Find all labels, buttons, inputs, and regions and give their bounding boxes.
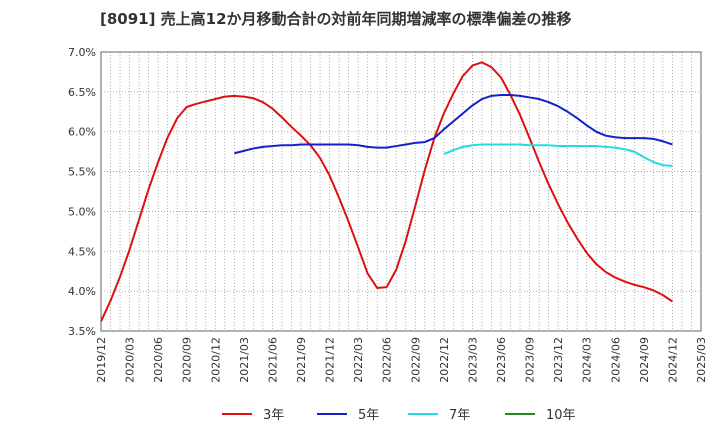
y-tick-label: 5.0%	[68, 205, 96, 218]
x-tick-label: 2021/12	[324, 337, 337, 383]
x-tick-label: 2021/03	[238, 337, 251, 383]
x-tick-label: 2021/09	[295, 337, 308, 383]
x-tick-label: 2020/12	[209, 337, 222, 383]
chart-title: [8091] 売上高12か月移動合計の対前年同期増減率の標準偏差の推移	[100, 10, 572, 28]
legend-label: 10年	[546, 408, 576, 423]
y-tick-label: 5.5%	[68, 166, 96, 179]
legend: 3年 5年 7年 10年	[222, 408, 576, 423]
x-tick-label: 2023/12	[552, 337, 565, 383]
x-tick-label: 2023/03	[466, 337, 479, 383]
x-tick-label: 2020/06	[152, 337, 165, 383]
y-tick-label: 4.5%	[68, 245, 96, 258]
x-tick-label: 2024/06	[609, 337, 622, 383]
series-line-7年	[443, 143, 673, 167]
legend-label: 7年	[449, 408, 470, 423]
series-lines	[100, 61, 673, 322]
legend-label: 5年	[358, 408, 379, 423]
x-tick-label: 2022/03	[352, 337, 365, 383]
x-tick-label: 2022/09	[409, 337, 422, 383]
x-tick-label: 2020/09	[181, 337, 194, 383]
x-tick-label: 2025/03	[695, 337, 708, 383]
plot-frame	[100, 51, 702, 332]
y-tick-label: 7.0%	[68, 46, 96, 59]
x-tick-label: 2022/12	[438, 337, 451, 383]
x-tick-label: 2019/12	[95, 337, 108, 383]
y-tick-label: 6.5%	[68, 86, 96, 99]
y-tick-label: 6.0%	[68, 126, 96, 139]
x-tick-label: 2024/12	[666, 337, 679, 383]
grid	[100, 51, 702, 332]
x-tick-label: 2023/09	[524, 337, 537, 383]
y-tick-label: 3.5%	[68, 325, 96, 338]
x-tick-label: 2020/03	[124, 337, 137, 383]
series-line-3年	[100, 61, 673, 322]
x-tick-label: 2023/06	[495, 337, 508, 383]
x-tick-label: 2024/03	[581, 337, 594, 383]
series-line-5年	[234, 94, 673, 155]
y-axis-ticks: 3.5% 4.0% 4.5% 5.0% 5.5% 6.0% 6.5% 7.0%	[68, 46, 96, 338]
x-tick-label: 2022/06	[381, 337, 394, 383]
legend-label: 3年	[263, 408, 284, 423]
x-tick-label: 2021/06	[266, 337, 279, 383]
x-tick-label: 2024/09	[638, 337, 651, 383]
x-axis-ticks: 2019/12 2020/03 2020/06 2020/09 2020/12 2021/…	[95, 337, 708, 383]
y-tick-label: 4.0%	[68, 285, 96, 298]
